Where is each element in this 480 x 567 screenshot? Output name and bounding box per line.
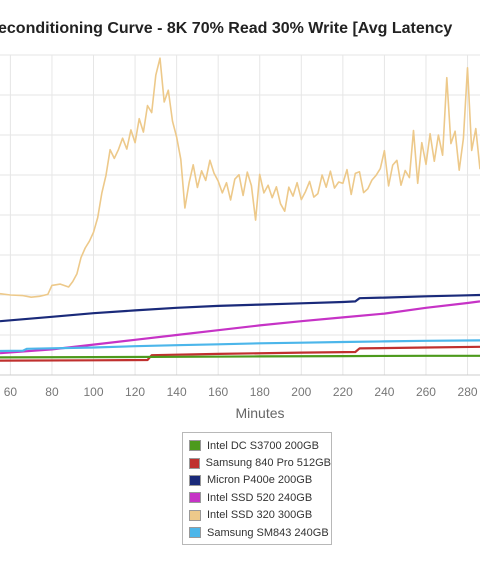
legend-swatch [189,492,201,504]
series-line-2 [0,293,480,323]
x-tick-label: 140 [167,385,187,399]
chart-title: econditioning Curve - 8K 70% Read 30% Wr… [0,20,453,37]
legend-swatch [189,527,201,539]
x-tick-label: 240 [374,385,394,399]
legend-item[interactable]: Samsung 840 Pro 512GB [189,454,331,471]
legend-item[interactable]: Micron P400e 200GB [189,472,331,489]
legend-item[interactable]: Intel DC S3700 200GB [189,437,331,454]
legend-label: Intel SSD 520 240GB [207,491,313,504]
x-tick-label: 200 [291,385,311,399]
series-line-3 [0,300,480,355]
x-axis-tick-labels: 60 80 100 120 140 160 180 200 220 240 260 280 [4,385,478,399]
legend-label: Intel SSD 320 300GB [207,509,313,522]
legend-item[interactable]: Intel SSD 320 300GB [189,507,331,524]
x-tick-label: 220 [333,385,353,399]
legend-label: Samsung 840 Pro 512GB [205,457,331,470]
x-tick-label: 60 [4,385,18,399]
legend-swatch [189,509,201,521]
legend-label: Micron P400e 200GB [207,474,313,487]
grid-lines [0,54,480,376]
series-lines [0,57,480,362]
legend-item[interactable]: Samsung SM843 240GB [189,524,331,541]
legend-swatch [189,474,201,486]
series-line-1 [0,345,480,362]
x-tick-label: 100 [83,385,103,399]
legend-label: Intel DC S3700 200GB [207,439,319,452]
series-line-0 [0,354,480,359]
legend-label: Samsung SM843 240GB [207,526,329,539]
legend-swatch [189,440,201,452]
legend: Intel DC S3700 200GB Samsung 840 Pro 512G… [182,432,332,545]
legend-item[interactable]: Intel SSD 520 240GB [189,489,331,506]
series-line-5 [0,339,480,353]
x-tick-label: 180 [250,385,270,399]
legend-swatch [189,457,200,469]
x-tick-label: 160 [208,385,228,399]
x-tick-label: 120 [125,385,145,399]
x-axis-label: Minutes [235,405,284,421]
x-tick-label: 280 [458,385,478,399]
series-line-4 [0,57,480,299]
x-tick-label: 260 [416,385,436,399]
x-tick-label: 80 [45,385,59,399]
